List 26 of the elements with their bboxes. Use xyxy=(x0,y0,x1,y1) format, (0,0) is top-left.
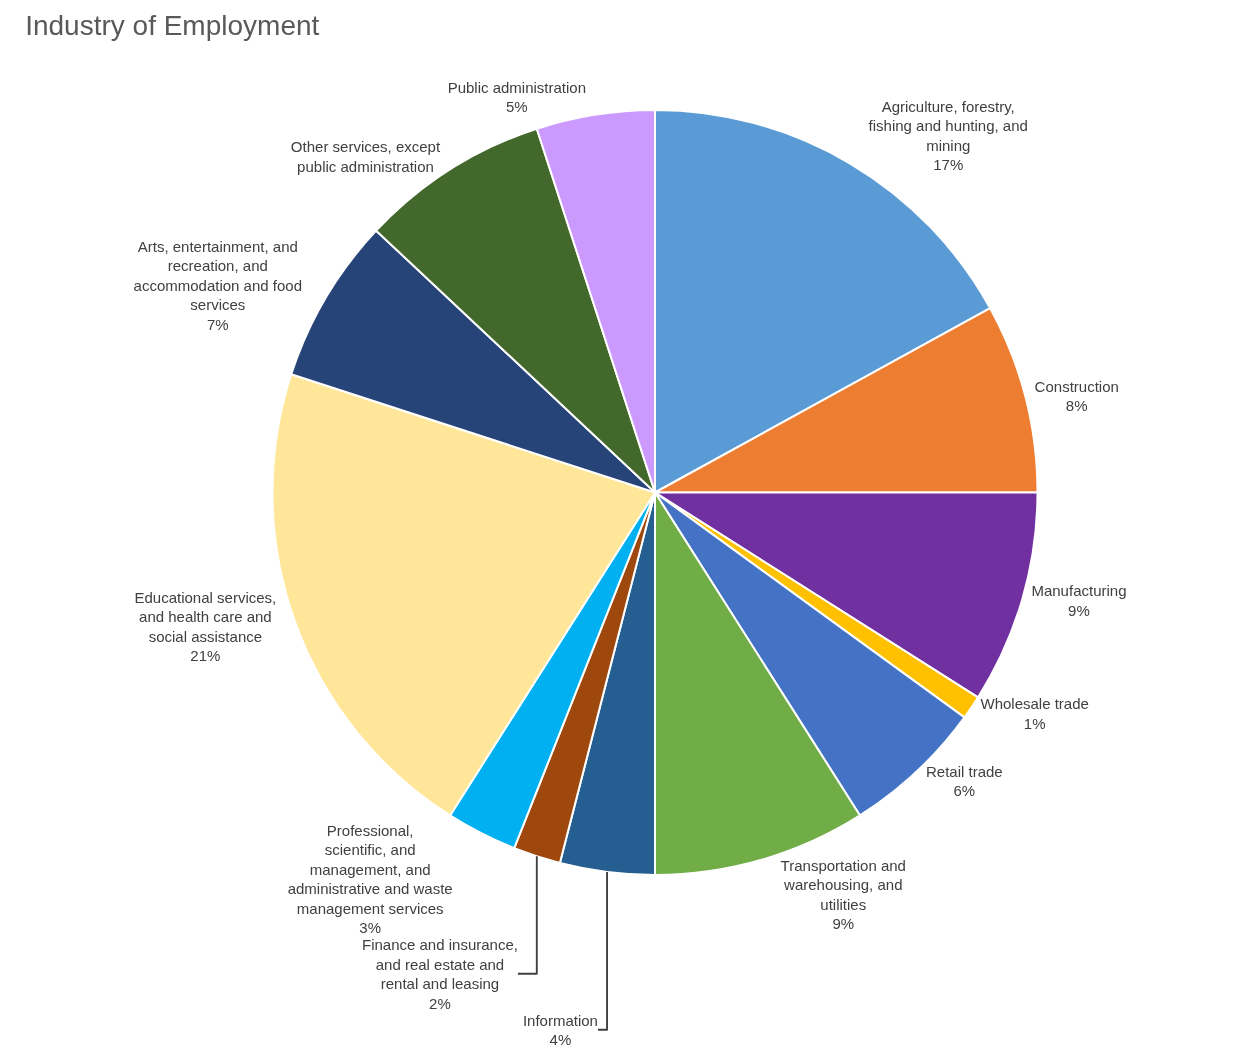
slice-label: Construction xyxy=(1034,378,1119,395)
data-label: 8% xyxy=(1065,397,1088,415)
slice-label: Professional, scientific, and management, and administrative and waste management services xyxy=(287,821,453,917)
slice-label: Agriculture, forestry, fishing and hunting, and mining xyxy=(868,97,1028,154)
data-label: 7% xyxy=(206,315,229,333)
slice-label: Arts, entertainment, and recreation, and accommodation and food services xyxy=(133,237,303,314)
data-label: 1% xyxy=(1023,714,1046,732)
data-label: 17% xyxy=(933,156,964,174)
slice-label: Transportation and warehousing, and utilities xyxy=(780,856,906,913)
slice-label: Other services, except public administration xyxy=(290,138,441,175)
slice-label: Educational services, and health care and social assistance xyxy=(134,588,277,645)
data-label: 4% xyxy=(549,1031,572,1049)
slice-label: Finance and insurance, and real estate and rental and leasing xyxy=(361,936,518,993)
slice-label: Wholesale trade xyxy=(980,695,1089,713)
slice-label: Information xyxy=(522,1011,598,1029)
data-label: 6% xyxy=(953,782,976,800)
slice-label: Retail trade xyxy=(925,762,1003,780)
slice-label: Public administration xyxy=(447,78,587,96)
slice-label: Manufacturing xyxy=(1031,582,1127,600)
data-label: 9% xyxy=(1068,601,1090,619)
data-label: 2% xyxy=(429,994,451,1012)
data-label: 5% xyxy=(505,98,528,116)
data-label: 21% xyxy=(190,647,221,665)
chart-title: Industry of Employment xyxy=(25,10,320,42)
data-label: 3% xyxy=(359,919,382,937)
data-label: 9% xyxy=(832,915,855,933)
